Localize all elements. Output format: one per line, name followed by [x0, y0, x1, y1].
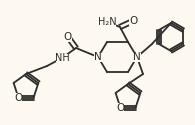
Text: O: O: [14, 92, 22, 102]
FancyBboxPatch shape: [15, 93, 22, 102]
Text: O: O: [64, 32, 72, 42]
FancyBboxPatch shape: [64, 32, 72, 42]
FancyBboxPatch shape: [98, 18, 116, 26]
Text: NH: NH: [55, 53, 69, 63]
Text: O: O: [129, 16, 137, 26]
FancyBboxPatch shape: [117, 103, 124, 112]
Text: N: N: [94, 52, 102, 62]
Text: N: N: [133, 52, 141, 62]
FancyBboxPatch shape: [133, 52, 141, 62]
FancyBboxPatch shape: [129, 16, 137, 26]
FancyBboxPatch shape: [94, 52, 102, 62]
Text: H₂N: H₂N: [98, 17, 116, 27]
FancyBboxPatch shape: [56, 54, 68, 62]
Text: O: O: [116, 102, 124, 113]
